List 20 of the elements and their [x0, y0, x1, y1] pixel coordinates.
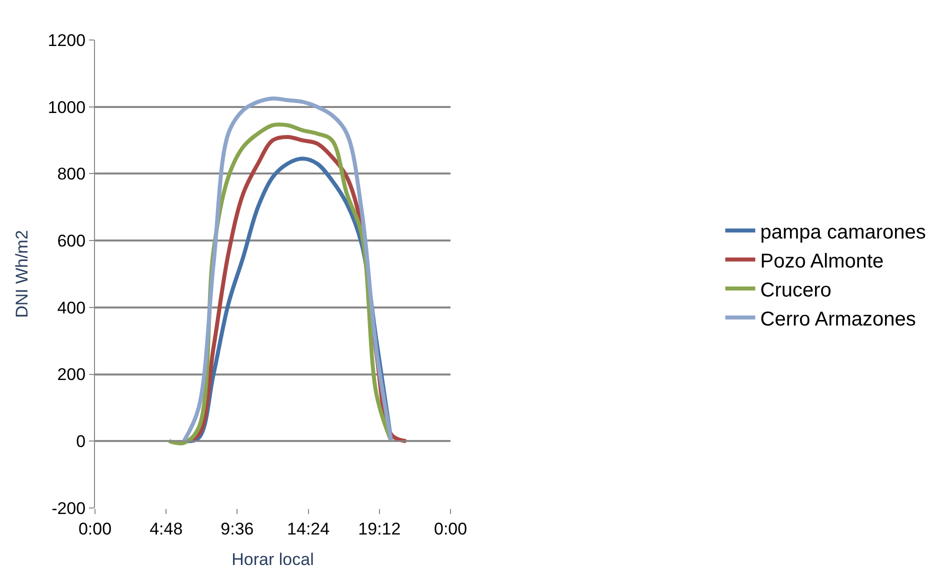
legend-label: Crucero	[760, 279, 832, 302]
x-tick-label: 4:48	[150, 519, 183, 538]
legend-label: Cerro Armazones	[760, 308, 916, 330]
x-tick-label: 0:00	[434, 519, 468, 538]
y-tick-label: -200	[52, 498, 86, 518]
legend-label: pampa camarones	[760, 221, 926, 244]
x-tick-label: 9:36	[220, 519, 254, 538]
x-axis-title: Horar local	[232, 550, 314, 569]
y-axis-title: DNI Wh/m2	[12, 230, 32, 318]
x-tick-label: 0:00	[78, 519, 112, 538]
x-tick-label: 14:24	[287, 519, 330, 538]
y-tick-label: 800	[57, 164, 86, 184]
legend-label: Pozo Almonte	[760, 250, 884, 272]
y-tick-label: 400	[57, 298, 86, 318]
y-tick-label: 600	[57, 232, 86, 251]
y-tick-label: 1000	[48, 98, 86, 117]
y-tick-label: 1200	[48, 30, 86, 50]
y-tick-label: 0	[76, 432, 86, 452]
x-tick-label: 19:12	[358, 519, 401, 538]
y-tick-label: 200	[57, 365, 86, 384]
